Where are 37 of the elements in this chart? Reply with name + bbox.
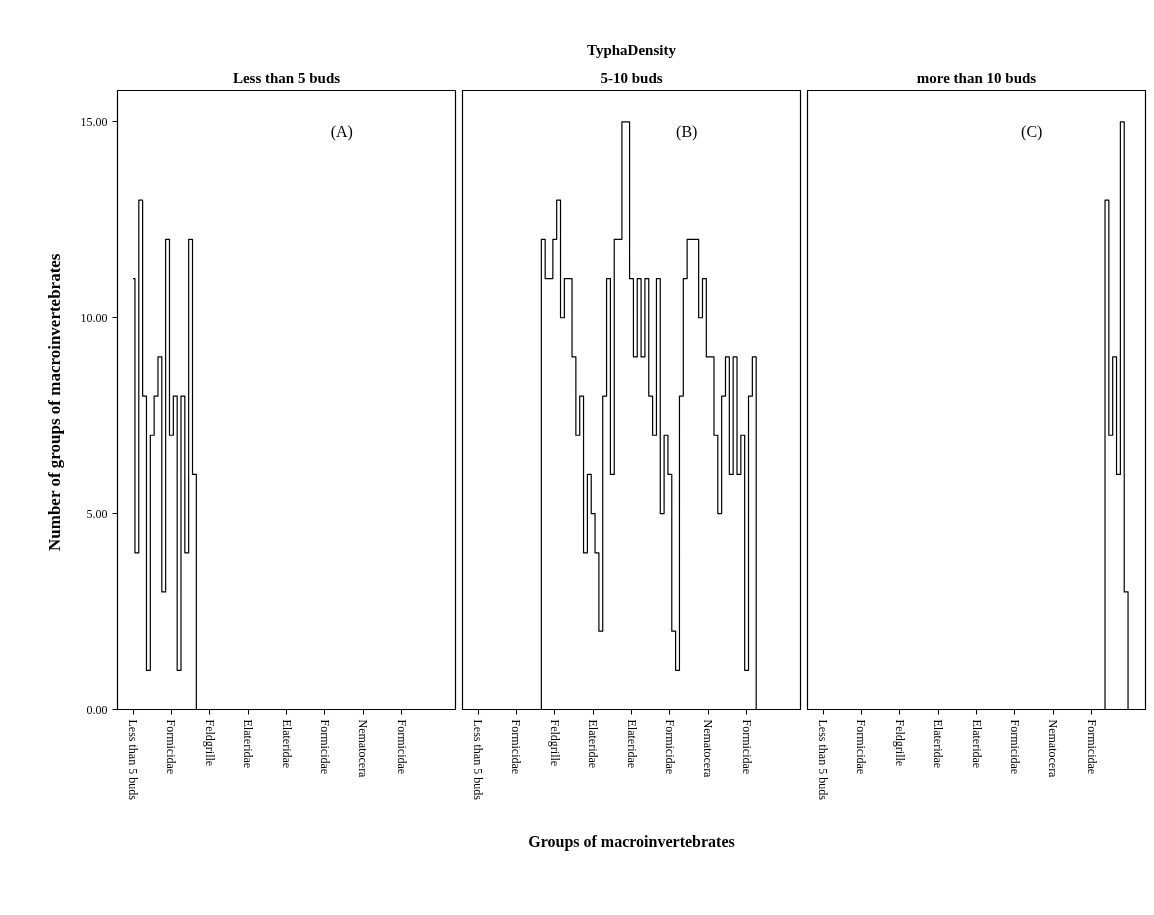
y-tick-label: 5.00 (86, 506, 108, 521)
x-tick-label: Formicidae (509, 719, 524, 775)
x-tick-label: Elateridae (624, 719, 639, 769)
x-tick-label: Formicidae (164, 719, 179, 775)
chart-subtitle: TyphaDensity (587, 41, 677, 58)
x-tick-label: Formicidae (739, 719, 754, 775)
x-tick-label: Formicidae (854, 719, 869, 775)
x-tick-label: Formicidae (1007, 719, 1022, 775)
y-axis-title: Number of groups of macroinvertebrates (44, 253, 64, 552)
x-tick-label: Less than 5 buds (126, 719, 141, 801)
x-tick-label: Elateridae (241, 719, 256, 769)
x-tick-label: Feldgrille (547, 719, 562, 767)
annotation: (B) (676, 123, 698, 142)
annotation: (A) (330, 123, 353, 142)
x-tick-label: Feldgrille (892, 719, 907, 767)
x-tick-label: Formicidae (317, 719, 332, 775)
chart-title: Less than 5 buds (232, 69, 341, 86)
x-tick-label: Less than 5 buds (816, 719, 831, 801)
y-tick-label: 0.00 (86, 702, 108, 717)
x-tick-label: Formicidae (1084, 719, 1099, 775)
x-tick-label: Formicidae (394, 719, 409, 775)
chart-title: more than 10 buds (916, 69, 1037, 86)
x-tick-label: Elateridae (279, 719, 294, 769)
x-tick-label: Less than 5 buds (471, 719, 486, 801)
x-tick-label: Feldgrille (202, 719, 217, 767)
x-tick-label: Elateridae (931, 719, 946, 769)
chart-title: 5-10 buds (600, 69, 663, 86)
y-tick-label: 15.00 (80, 114, 108, 129)
x-axis-title: Groups of macroinvertebrates (528, 832, 735, 851)
x-tick-label: Nematocera (356, 719, 371, 779)
x-tick-label: Nematocera (701, 719, 716, 779)
annotation: (C) (1021, 123, 1043, 142)
y-tick-label: 10.00 (80, 310, 108, 325)
x-tick-label: Nematocera (1046, 719, 1061, 779)
x-tick-label: Elateridae (969, 719, 984, 769)
x-tick-label: Elateridae (586, 719, 601, 769)
x-tick-label: Formicidae (662, 719, 677, 775)
